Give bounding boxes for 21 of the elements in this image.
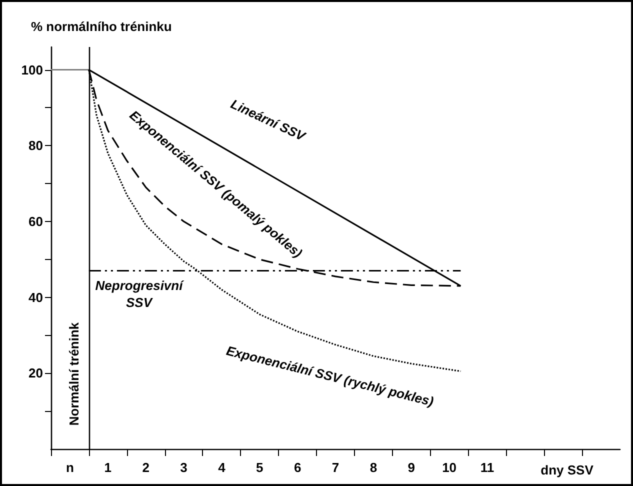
x-tick-label: 8 xyxy=(370,460,378,475)
y-axis-title: % normálního tréninku xyxy=(31,19,172,34)
y-tick-label: 80 xyxy=(28,138,43,154)
x-tick-label: 5 xyxy=(256,460,264,475)
x-tick-label: 3 xyxy=(180,460,188,475)
x-axis-title: dny SSV xyxy=(540,462,594,478)
x-tick-label: 7 xyxy=(332,460,340,475)
x-tick-label: 11 xyxy=(480,460,494,475)
x-tick-label: 4 xyxy=(218,460,226,475)
x-tick-label: 6 xyxy=(294,460,302,475)
x-tick-label: n xyxy=(66,460,74,475)
y-tick-label: 40 xyxy=(28,290,43,305)
x-tick-label: 10 xyxy=(442,460,457,475)
y-tick-label: 100 xyxy=(21,62,43,78)
annotation: Neprogresivní SSV xyxy=(95,278,184,310)
annotation: Normální trénink xyxy=(66,322,82,426)
x-tick-label: 2 xyxy=(142,460,150,475)
y-tick-label: 60 xyxy=(28,214,43,229)
x-tick-label: 9 xyxy=(408,460,415,475)
y-tick-label: 20 xyxy=(28,366,43,381)
x-tick-label: 1 xyxy=(104,460,112,475)
